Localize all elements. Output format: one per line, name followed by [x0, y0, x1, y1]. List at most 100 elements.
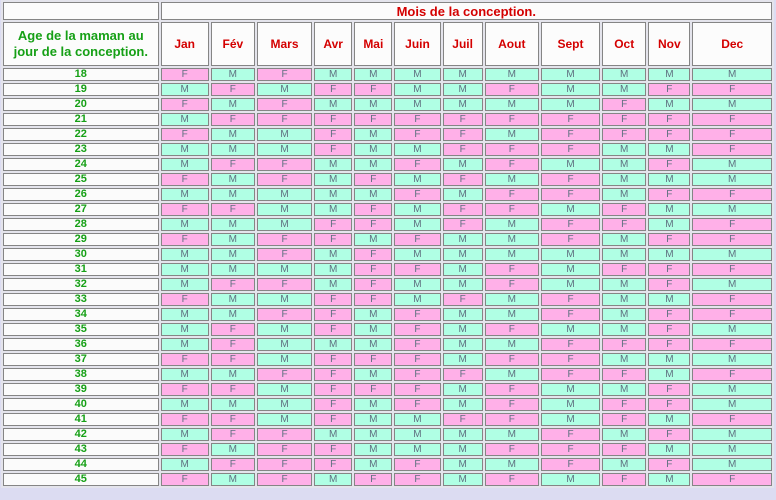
- gender-cell: F: [394, 308, 441, 321]
- gender-cell: M: [692, 458, 772, 471]
- month-header-10: Oct: [602, 22, 647, 66]
- table-row-age-31: 31 M M M M F F M F M F F F: [3, 263, 772, 276]
- gender-cell: F: [354, 248, 393, 261]
- table-row-age-38: 38 M M F F M F F M F F M F: [3, 368, 772, 381]
- gender-cell: F: [160, 233, 209, 246]
- gender-cell: F: [394, 113, 441, 126]
- gender-cell: F: [256, 68, 313, 81]
- gender-cell: M: [602, 428, 647, 441]
- gender-cell: F: [540, 353, 601, 366]
- gender-cell: F: [354, 173, 393, 186]
- table-row-age-35: 35 M F M F M F M F M M F M: [3, 323, 772, 336]
- gender-cell: M: [602, 353, 647, 366]
- gender-cell: M: [394, 98, 441, 111]
- gender-cell: F: [354, 83, 393, 96]
- gender-cell: M: [484, 458, 539, 471]
- gender-cell: F: [692, 413, 772, 426]
- gender-cell: M: [602, 83, 647, 96]
- table-row-age-43: 43 F M F F M M M F F F M M: [3, 443, 772, 456]
- gender-cell: M: [602, 293, 647, 306]
- gender-cell: M: [210, 293, 255, 306]
- gender-cell: M: [354, 128, 393, 141]
- gender-cell: M: [692, 383, 772, 396]
- gender-cell: F: [602, 338, 647, 351]
- gender-cell: F: [210, 113, 255, 126]
- gender-cell: M: [354, 398, 393, 411]
- gender-cell: M: [354, 98, 393, 111]
- month-header-11: Nov: [648, 22, 691, 66]
- gender-cell: M: [256, 323, 313, 336]
- gender-cell: F: [648, 83, 691, 96]
- gender-cell: F: [602, 443, 647, 456]
- gender-cell: M: [256, 203, 313, 216]
- gender-cell: F: [540, 338, 601, 351]
- gender-cell: F: [210, 158, 255, 171]
- age-cell: 21: [3, 113, 159, 126]
- gender-cell: M: [210, 263, 255, 276]
- gender-cell: F: [648, 308, 691, 321]
- gender-cell: M: [394, 443, 441, 456]
- age-cell: 29: [3, 233, 159, 246]
- gender-cell: F: [442, 293, 483, 306]
- gender-cell: M: [602, 173, 647, 186]
- gender-cell: M: [394, 428, 441, 441]
- gender-cell: M: [540, 203, 601, 216]
- gender-cell: M: [540, 158, 601, 171]
- gender-cell: F: [394, 398, 441, 411]
- gender-cell: M: [394, 83, 441, 96]
- gender-cell: F: [484, 278, 539, 291]
- gender-cell: M: [256, 83, 313, 96]
- month-header-4: Avr: [314, 22, 353, 66]
- gender-cell: M: [442, 428, 483, 441]
- gender-cell: F: [394, 383, 441, 396]
- gender-cell: M: [602, 188, 647, 201]
- gender-cell: F: [394, 473, 441, 486]
- gender-cell: M: [160, 248, 209, 261]
- gender-cell: M: [210, 398, 255, 411]
- gender-cell: F: [354, 293, 393, 306]
- age-cell: 38: [3, 368, 159, 381]
- gender-cell: F: [648, 263, 691, 276]
- gender-cell: M: [160, 188, 209, 201]
- gender-cell: F: [540, 428, 601, 441]
- gender-cell: M: [692, 398, 772, 411]
- age-cell: 27: [3, 203, 159, 216]
- gender-cell: M: [648, 68, 691, 81]
- gender-cell: F: [394, 188, 441, 201]
- gender-cell: M: [484, 248, 539, 261]
- table-row-age-42: 42 M F F M M M M M F M F M: [3, 428, 772, 441]
- gender-cell: M: [210, 98, 255, 111]
- gender-cell: M: [256, 383, 313, 396]
- age-cell: 42: [3, 428, 159, 441]
- gender-cell: F: [160, 353, 209, 366]
- gender-cell: F: [442, 368, 483, 381]
- gender-cell: M: [602, 323, 647, 336]
- gender-cell: F: [648, 338, 691, 351]
- gender-cell: M: [540, 83, 601, 96]
- age-cell: 30: [3, 248, 159, 261]
- gender-cell: M: [442, 83, 483, 96]
- gender-cell: M: [394, 143, 441, 156]
- gender-cell: M: [442, 158, 483, 171]
- gender-cell: F: [602, 413, 647, 426]
- gender-cell: F: [692, 83, 772, 96]
- gender-cell: F: [602, 218, 647, 231]
- gender-cell: M: [256, 263, 313, 276]
- gender-cell: M: [314, 188, 353, 201]
- gender-cell: M: [256, 293, 313, 306]
- gender-cell: F: [442, 143, 483, 156]
- gender-cell: M: [692, 158, 772, 171]
- gender-cell: M: [602, 68, 647, 81]
- gender-cell: F: [210, 413, 255, 426]
- age-cell: 35: [3, 323, 159, 336]
- age-cell: 26: [3, 188, 159, 201]
- age-cell: 45: [3, 473, 159, 486]
- table-row-age-21: 21 M F F F F F F F F F F F: [3, 113, 772, 126]
- gender-cell: M: [602, 308, 647, 321]
- table-row-age-29: 29 F M F F M F M M F M F F: [3, 233, 772, 246]
- gender-cell: M: [160, 158, 209, 171]
- age-cell: 41: [3, 413, 159, 426]
- gender-cell: F: [692, 293, 772, 306]
- gender-cell: F: [540, 458, 601, 471]
- row-header-label: Age de la maman au jour de la conception…: [3, 22, 159, 66]
